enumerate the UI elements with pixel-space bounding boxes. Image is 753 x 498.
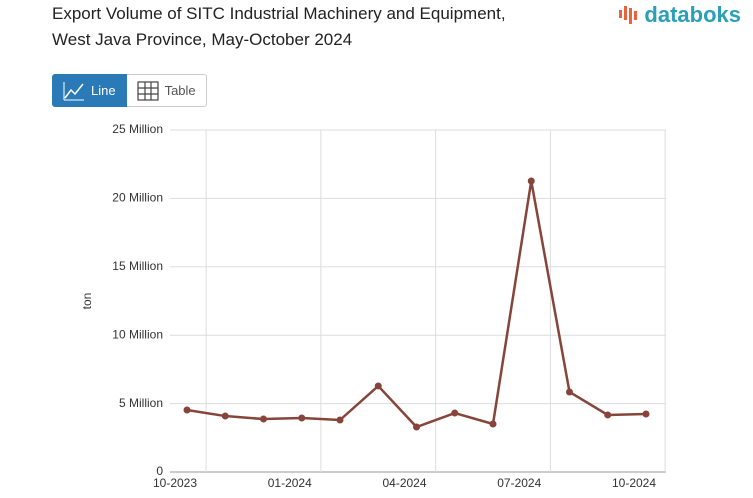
point (451, 409, 459, 417)
point (642, 410, 650, 418)
logo-icon (619, 6, 638, 24)
point (336, 416, 344, 424)
point (527, 177, 535, 185)
logo-text: databoks (644, 2, 741, 27)
y-tick-label: 25 Million (112, 122, 163, 136)
line-icon (63, 81, 84, 100)
point (183, 406, 191, 414)
point (260, 415, 267, 423)
y-tick-label: 10 Million (112, 327, 163, 341)
point (298, 414, 306, 422)
line-button-label: Line (91, 83, 116, 98)
point (221, 412, 229, 420)
point (374, 382, 382, 390)
x-tick-label: 04-2024 (382, 476, 426, 490)
table-button[interactable]: Table (126, 74, 207, 107)
view-toggle: Line Table (52, 74, 207, 107)
x-tick-label: 10-2024 (612, 476, 656, 490)
y-tick-label: 5 Million (119, 396, 163, 410)
y-tick-label: 15 Million (112, 259, 163, 273)
y-axis-label: ton (80, 293, 94, 310)
y-tick-label: 0 (156, 464, 163, 478)
x-tick-label: 10-2023 (153, 476, 197, 490)
x-tick-label: 01-2024 (268, 476, 312, 490)
x-tick-label: 07-2024 (497, 476, 541, 490)
logo[interactable]: databoks (618, 2, 741, 28)
point (489, 420, 497, 428)
table-icon (136, 80, 159, 101)
point (566, 388, 573, 396)
point (413, 423, 420, 431)
chart-title: Export Volume of SITC Industrial Machine… (52, 4, 506, 23)
line (186, 180, 647, 429)
line-button[interactable]: Line (52, 74, 127, 107)
table-button-label: Table (164, 83, 196, 98)
point (604, 411, 612, 419)
y-tick-label: 20 Million (112, 191, 163, 205)
chart-subtitle: West Java Province, May-October 2024 (52, 30, 353, 49)
